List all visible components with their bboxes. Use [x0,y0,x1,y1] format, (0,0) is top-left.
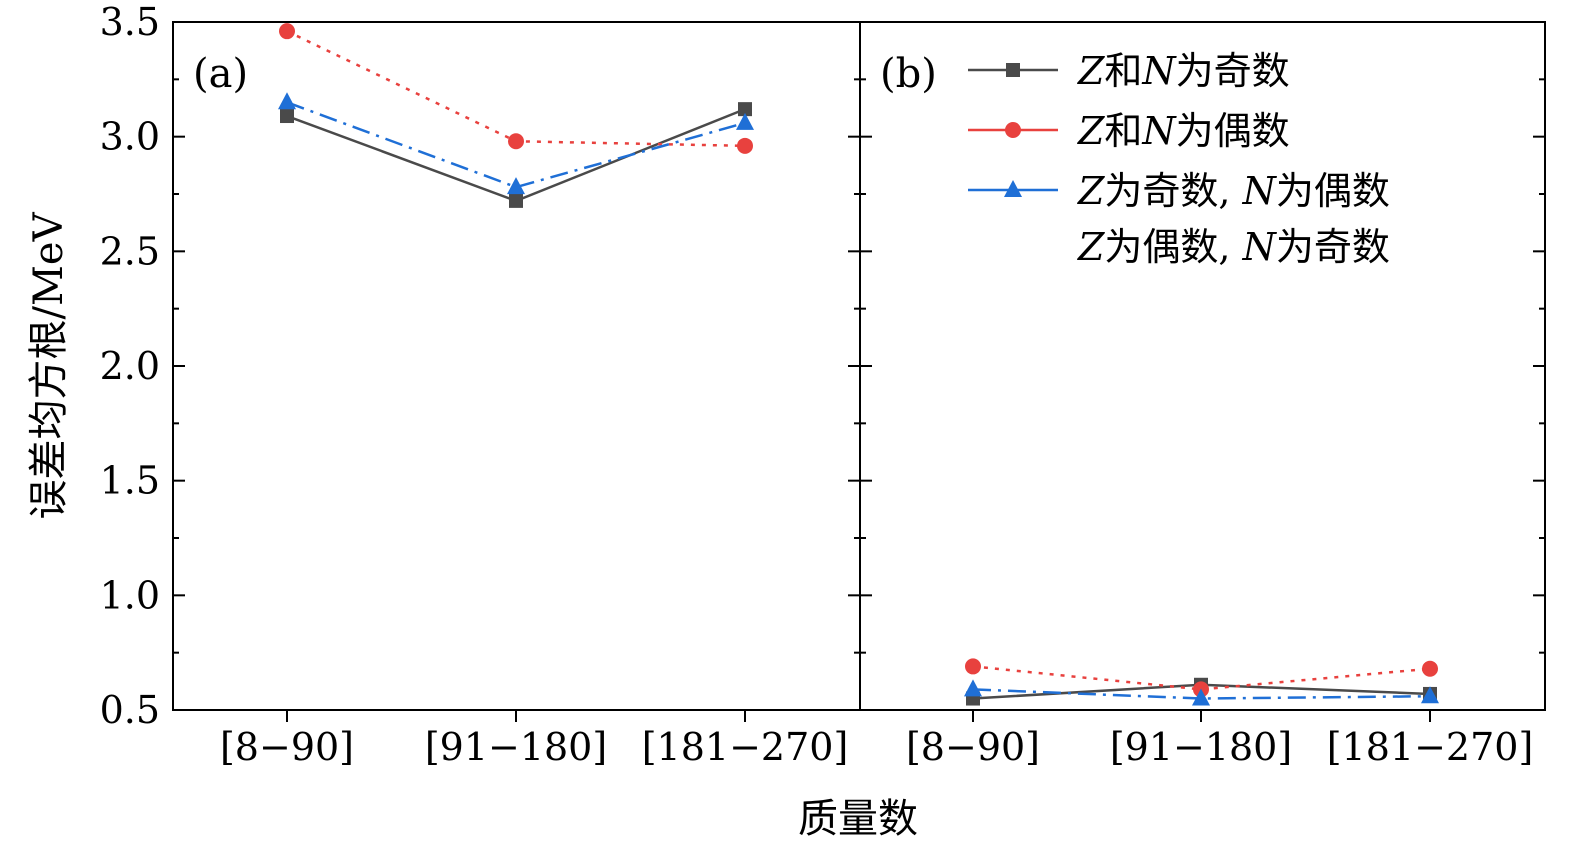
data-point-odd_odd-a [738,102,752,117]
y-tick-label: 2.0 [100,344,160,388]
legend-label-odd_odd: Z和N为奇数 [1077,49,1290,93]
data-point-odd_even-b [1421,686,1439,704]
x-tick-label: [91−180] [425,725,607,769]
series-line-odd_even-b [972,688,1431,700]
y-tick-label: 3.5 [100,0,160,44]
x-tick-label: [8−90] [906,725,1040,769]
plot-frame-a [172,21,861,711]
x-tick-label: [181−270] [642,725,849,769]
data-point-odd_even-a [278,92,296,110]
data-point-odd_even-a [507,177,525,195]
panel-label-b: (b) [880,51,937,97]
x-tick-label: [91−180] [1110,725,1292,769]
data-point-even_even-b [1422,660,1438,677]
data-point-even_even-a [737,137,753,154]
y-tick-label: 3.0 [100,115,160,159]
legend-label-even_even: Z和N为偶数 [1077,109,1290,153]
y-axis-title: 误差均方根/MeV [26,211,72,519]
series-line-odd_even-a [286,101,746,189]
x-axis-title: 质量数 [798,796,918,842]
y-tick-label: 0.5 [100,688,160,732]
data-point-odd_odd-a [509,193,523,208]
legend-label-odd_even: Z为偶数, N为奇数 [1077,225,1390,269]
data-point-even_even-a [279,23,295,40]
legend-marker-odd_odd [1006,63,1020,77]
data-point-odd_even-b [1192,688,1210,706]
y-tick-label: 1.0 [100,573,160,617]
y-tick-label: 1.5 [100,459,160,503]
panel-label-a: (a) [193,51,248,97]
y-tick-label: 2.5 [100,229,160,273]
x-tick-label: [8−90] [220,725,354,769]
data-point-odd_odd-a [280,109,294,124]
legend-label-odd_even: Z为奇数, N为偶数 [1077,169,1390,213]
legend-marker-even_even [1005,122,1021,138]
legend-marker-odd_even [1004,180,1022,197]
data-point-odd_even-a [736,112,754,130]
data-point-even_even-b [965,658,981,675]
x-tick-label: [181−270] [1327,725,1534,769]
data-point-odd_even-b [964,679,982,697]
data-point-even_even-a [508,133,524,150]
